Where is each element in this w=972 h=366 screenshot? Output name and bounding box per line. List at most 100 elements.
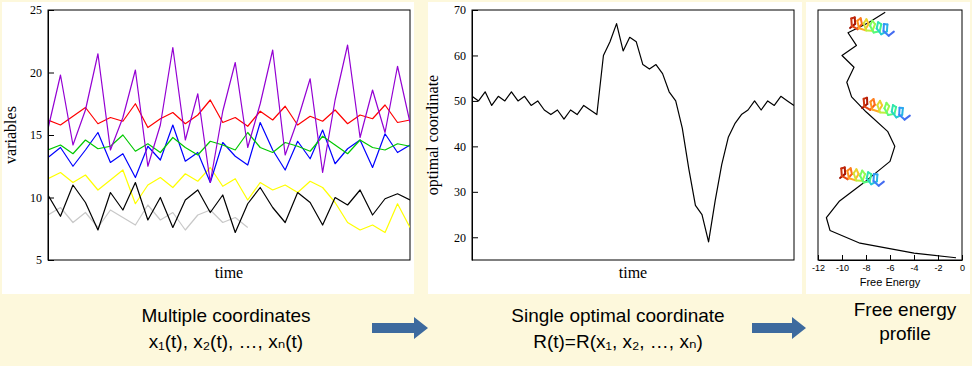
protein-images (840, 17, 910, 185)
protein-segment (870, 102, 872, 110)
x-tick: -10 (836, 255, 849, 273)
x-tick-label: -8 (862, 263, 870, 273)
y-tick-label: 20 (454, 231, 466, 245)
protein-segment (892, 112, 897, 118)
protein-segment (886, 25, 889, 32)
y-tick: 60 (454, 49, 478, 63)
plot-frame (48, 10, 410, 260)
protein-segment (901, 108, 904, 115)
y-tick-mark (472, 237, 478, 238)
y-tick-label: 50 (454, 94, 466, 108)
protein-segment (864, 106, 870, 109)
x-tick: -4 (910, 255, 918, 273)
protein-segment (867, 178, 871, 184)
y-tick-label: 40 (454, 140, 466, 154)
y-tick-mark (48, 73, 54, 74)
background (0, 0, 972, 366)
protein-segment (905, 116, 910, 120)
protein-segment (883, 31, 888, 36)
protein-segment (870, 174, 872, 181)
protein-segment (872, 174, 874, 181)
y-tick: 50 (454, 94, 478, 108)
plot-frame (818, 10, 962, 260)
x-axis-title: Free Energy (860, 276, 921, 288)
data-line (472, 24, 794, 242)
y-tick-mark (48, 10, 54, 11)
x-tick-mark (962, 255, 963, 260)
protein-segment (847, 171, 849, 179)
panel: 510152025timevariables (2, 3, 410, 281)
x-tick-label: -4 (910, 263, 918, 273)
panel-card (806, 2, 970, 294)
x-axis-title: time (215, 264, 243, 281)
protein-segment (857, 21, 859, 29)
y-tick-mark (472, 55, 478, 56)
y-tick-mark (472, 10, 478, 11)
x-tick: -8 (862, 255, 870, 273)
panel-card (428, 2, 802, 294)
caption: Single optimal coordinate (511, 305, 724, 326)
protein-segment (899, 115, 904, 120)
y-tick-mark (472, 146, 478, 147)
y-tick-label: 5 (36, 253, 42, 267)
x-tick: -6 (886, 255, 894, 273)
y-axis: 5 10 15 20 25 (30, 3, 54, 267)
data-line (48, 133, 410, 156)
y-tick-label: 10 (30, 191, 42, 205)
protein-segment (876, 175, 879, 182)
x-tick-mark (890, 255, 891, 260)
protein-segment (882, 24, 884, 31)
protein-segment (854, 173, 857, 180)
x-axis-line (819, 260, 963, 261)
x-tick-label: -12 (812, 263, 825, 273)
y-tick: 40 (454, 140, 478, 154)
protein-segment (878, 105, 882, 111)
plot-frame (472, 10, 794, 260)
x-tick-mark (818, 255, 819, 260)
caption: Multiple coordinates (142, 305, 311, 326)
y-tick-mark (472, 192, 478, 193)
x-tick-mark (866, 255, 867, 260)
protein-segment (864, 23, 867, 30)
y-axis-line (472, 11, 473, 261)
caption: Free energy (854, 299, 957, 320)
y-axis-title: optimal coordinate (424, 75, 442, 195)
panel: -12-10-8-6-4-20Free Energy (812, 10, 965, 288)
protein-segment (860, 176, 864, 183)
caption: profile (879, 323, 931, 344)
protein-segment (877, 28, 881, 34)
y-tick-mark (472, 101, 478, 102)
x-tick-mark (914, 255, 915, 260)
y-tick: 20 (454, 231, 478, 245)
x-tick-label: -6 (886, 263, 894, 273)
y-tick-label: 60 (454, 49, 466, 63)
protein-segment (863, 99, 866, 107)
panel: 203040506070timeoptimal coordinate (424, 3, 794, 281)
protein-segment (850, 18, 853, 25)
y-tick: 20 (30, 66, 54, 80)
x-axis: -12-10-8-6-4-20 (812, 255, 965, 273)
protein-segment (898, 108, 900, 115)
caption: x₁(t), x₂(t), …, xₙ(t) (149, 331, 303, 352)
protein-segment (840, 168, 843, 175)
y-tick-label: 25 (30, 3, 42, 17)
data-line (48, 183, 410, 233)
protein-segment (870, 26, 874, 33)
y-axis: 203040506070 (454, 3, 478, 260)
y-tick-label: 15 (30, 128, 42, 142)
data-line (48, 45, 410, 183)
arrow (752, 317, 806, 339)
data-line (48, 123, 410, 183)
protein-segment (880, 24, 882, 31)
data-line (48, 205, 248, 230)
protein-segment (889, 32, 894, 36)
y-tick: 25 (30, 3, 54, 17)
y-tick-mark (48, 135, 54, 136)
data-line (826, 12, 956, 257)
panel-card (2, 2, 414, 294)
protein-segment (873, 181, 878, 186)
y-tick: 10 (30, 191, 54, 205)
y-tick: 5 (36, 253, 54, 267)
data-line (48, 168, 410, 233)
x-tick-label: -10 (836, 263, 849, 273)
